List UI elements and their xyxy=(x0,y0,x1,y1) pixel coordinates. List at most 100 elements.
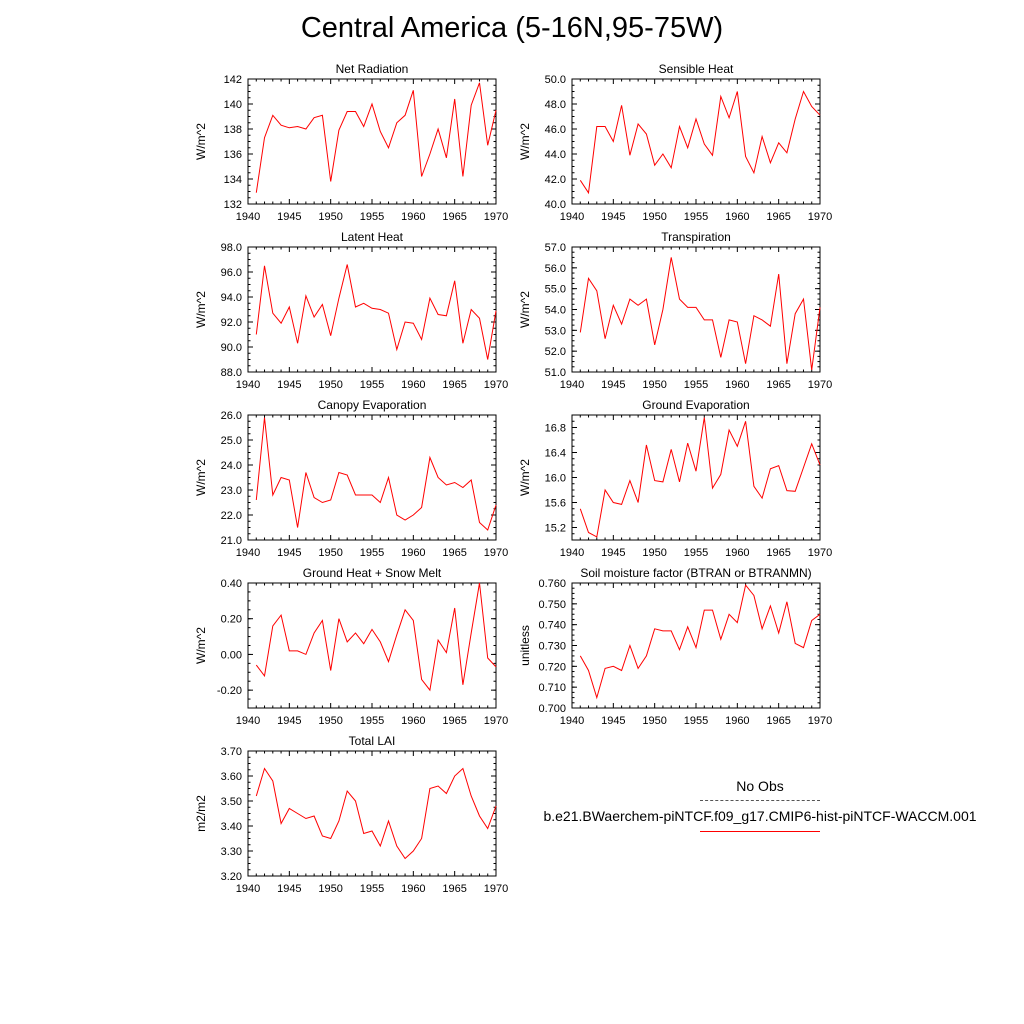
y-tick-label: 0.750 xyxy=(538,599,566,611)
series-line xyxy=(579,90,821,195)
panel-title: Canopy Evaporation xyxy=(318,398,427,412)
x-tick-label: 1955 xyxy=(360,547,384,559)
panel-title: Total LAI xyxy=(349,734,396,748)
x-tick-label: 1965 xyxy=(766,379,790,391)
x-tick-label: 1955 xyxy=(684,379,708,391)
y-tick-label: 0.740 xyxy=(538,620,566,632)
x-tick-label: 1965 xyxy=(766,547,790,559)
y-axis-label: unitless xyxy=(518,625,532,666)
y-tick-label: 44.0 xyxy=(545,149,566,161)
y-tick-label: 3.40 xyxy=(221,821,242,833)
y-tick-label: 16.4 xyxy=(545,448,566,460)
plot-frame xyxy=(571,78,821,205)
panel-title: Net Radiation xyxy=(336,62,409,76)
panel-3: Latent Heat 1940 1945 1950 1955 1960 1965 1970 8… xyxy=(194,230,508,391)
y-tick-label: 22.0 xyxy=(221,510,242,522)
x-tick-label: 1970 xyxy=(484,883,508,895)
y-tick-label: 42.0 xyxy=(545,174,566,186)
x-tick-label: 1940 xyxy=(236,547,260,559)
y-axis-label: W/m^2 xyxy=(194,123,208,160)
x-tick-label: 1950 xyxy=(318,379,342,391)
series-line xyxy=(255,264,497,360)
x-tick-label: 1965 xyxy=(442,715,466,727)
series-line xyxy=(579,257,821,370)
x-tick-label: 1960 xyxy=(725,547,749,559)
y-tick-label: 92.0 xyxy=(221,317,242,329)
x-tick-label: 1950 xyxy=(642,547,666,559)
x-tick-label: 1940 xyxy=(236,211,260,223)
y-tick-label: 98.0 xyxy=(221,242,242,254)
x-tick-label: 1945 xyxy=(601,715,625,727)
y-tick-label: 0.760 xyxy=(538,578,566,590)
y-tick-label: 56.0 xyxy=(545,263,566,275)
x-tick-label: 1970 xyxy=(808,715,832,727)
legend-series-line xyxy=(700,831,820,832)
x-tick-label: 1965 xyxy=(442,379,466,391)
x-tick-label: 1945 xyxy=(601,379,625,391)
x-tick-label: 1955 xyxy=(684,715,708,727)
panel-title: Soil moisture factor (BTRAN or BTRANMN) xyxy=(580,566,811,580)
panel-title: Transpiration xyxy=(661,230,731,244)
x-tick-label: 1955 xyxy=(684,211,708,223)
panel-7: Ground Heat + Snow Melt 1940 1945 1950 1955 1… xyxy=(194,566,508,727)
y-tick-label: 88.0 xyxy=(221,367,242,379)
x-tick-label: 1945 xyxy=(601,211,625,223)
y-tick-label: 0.20 xyxy=(221,614,242,626)
x-tick-label: 1960 xyxy=(401,883,425,895)
x-tick-label: 1970 xyxy=(808,379,832,391)
series-line xyxy=(579,417,821,538)
y-tick-label: 15.2 xyxy=(545,523,566,535)
y-tick-label: 94.0 xyxy=(221,292,242,304)
panel-title: Sensible Heat xyxy=(659,62,734,76)
x-tick-label: 1940 xyxy=(560,715,584,727)
y-tick-label: 132 xyxy=(224,199,242,211)
x-tick-label: 1945 xyxy=(277,211,301,223)
y-tick-label: 0.720 xyxy=(538,661,566,673)
legend-header: No Obs xyxy=(736,778,784,794)
y-tick-label: 26.0 xyxy=(221,410,242,422)
x-tick-label: 1950 xyxy=(318,715,342,727)
x-tick-label: 1945 xyxy=(277,547,301,559)
panel-5: Canopy Evaporation 1940 1945 1950 1955 1960 19… xyxy=(194,398,508,559)
x-tick-label: 1940 xyxy=(236,715,260,727)
panel-2: Sensible Heat 1940 1945 1950 1955 1960 1965 197… xyxy=(518,62,832,223)
x-tick-label: 1945 xyxy=(277,883,301,895)
y-axis-label: W/m^2 xyxy=(194,627,208,664)
y-tick-label: 24.0 xyxy=(221,460,242,472)
x-tick-label: 1970 xyxy=(484,547,508,559)
panel-1: Net Radiation 1940 1945 1950 1955 1960 1965 197… xyxy=(194,62,508,223)
x-tick-label: 1955 xyxy=(360,211,384,223)
x-tick-label: 1940 xyxy=(236,379,260,391)
x-tick-label: 1965 xyxy=(766,715,790,727)
x-tick-label: 1940 xyxy=(560,547,584,559)
x-tick-label: 1955 xyxy=(684,547,708,559)
y-tick-label: 0.00 xyxy=(221,649,242,661)
x-tick-label: 1950 xyxy=(642,379,666,391)
y-tick-label: 25.0 xyxy=(221,435,242,447)
x-tick-label: 1940 xyxy=(236,883,260,895)
y-tick-label: 16.8 xyxy=(545,423,566,435)
x-tick-label: 1955 xyxy=(360,715,384,727)
y-tick-label: 53.0 xyxy=(545,325,566,337)
x-tick-label: 1945 xyxy=(277,715,301,727)
panel-8: Soil moisture factor (BTRAN or BTRANMN) 1… xyxy=(518,566,832,727)
x-tick-label: 1970 xyxy=(484,715,508,727)
x-tick-label: 1945 xyxy=(601,547,625,559)
x-tick-label: 1940 xyxy=(560,379,584,391)
x-tick-label: 1940 xyxy=(560,211,584,223)
y-tick-label: 142 xyxy=(224,74,242,86)
series-line xyxy=(579,583,821,700)
x-tick-label: 1970 xyxy=(484,379,508,391)
x-tick-label: 1970 xyxy=(808,547,832,559)
x-tick-label: 1970 xyxy=(808,211,832,223)
plot-frame xyxy=(247,750,497,877)
legend-obs-dash xyxy=(700,800,820,801)
y-tick-label: 52.0 xyxy=(545,346,566,358)
panel-title: Latent Heat xyxy=(341,230,404,244)
y-tick-label: 0.700 xyxy=(538,703,566,715)
x-tick-label: 1960 xyxy=(401,211,425,223)
y-tick-label: 54.0 xyxy=(545,305,566,317)
x-tick-label: 1950 xyxy=(642,211,666,223)
y-tick-label: 3.60 xyxy=(221,771,242,783)
panel-title: Ground Evaporation xyxy=(642,398,749,412)
